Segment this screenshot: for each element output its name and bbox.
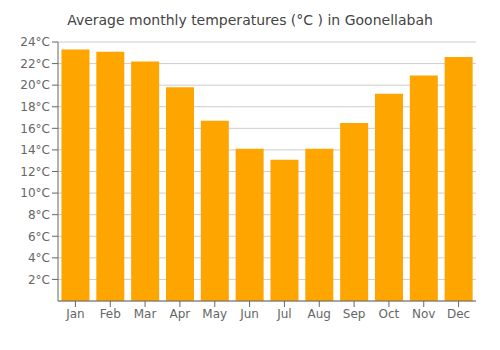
svg-text:Jul: Jul	[276, 307, 291, 321]
svg-text:6°C: 6°C	[28, 230, 50, 244]
svg-text:18°C: 18°C	[20, 100, 50, 114]
svg-text:Jun: Jun	[239, 307, 259, 321]
svg-text:Sep: Sep	[343, 307, 366, 321]
svg-text:Oct: Oct	[379, 307, 400, 321]
svg-text:Feb: Feb	[100, 307, 121, 321]
svg-text:2°C: 2°C	[28, 273, 50, 287]
svg-text:22°C: 22°C	[20, 57, 50, 71]
svg-text:8°C: 8°C	[28, 208, 50, 222]
svg-text:24°C: 24°C	[20, 35, 50, 49]
svg-text:May: May	[202, 307, 227, 321]
svg-text:20°C: 20°C	[20, 78, 50, 92]
svg-text:Jan: Jan	[65, 307, 85, 321]
svg-text:10°C: 10°C	[20, 186, 50, 200]
svg-text:Apr: Apr	[170, 307, 191, 321]
svg-text:Mar: Mar	[134, 307, 157, 321]
svg-text:Nov: Nov	[412, 307, 435, 321]
svg-text:16°C: 16°C	[20, 122, 50, 136]
svg-text:14°C: 14°C	[20, 143, 50, 157]
html-text:Average monthly temperatures (: Average monthly temperatures (°C ) in Go…	[67, 12, 433, 28]
svg-text:4°C: 4°C	[28, 251, 50, 265]
svg-text:Dec: Dec	[447, 307, 470, 321]
svg-text:12°C: 12°C	[20, 165, 50, 179]
svg-text:Aug: Aug	[308, 307, 331, 321]
